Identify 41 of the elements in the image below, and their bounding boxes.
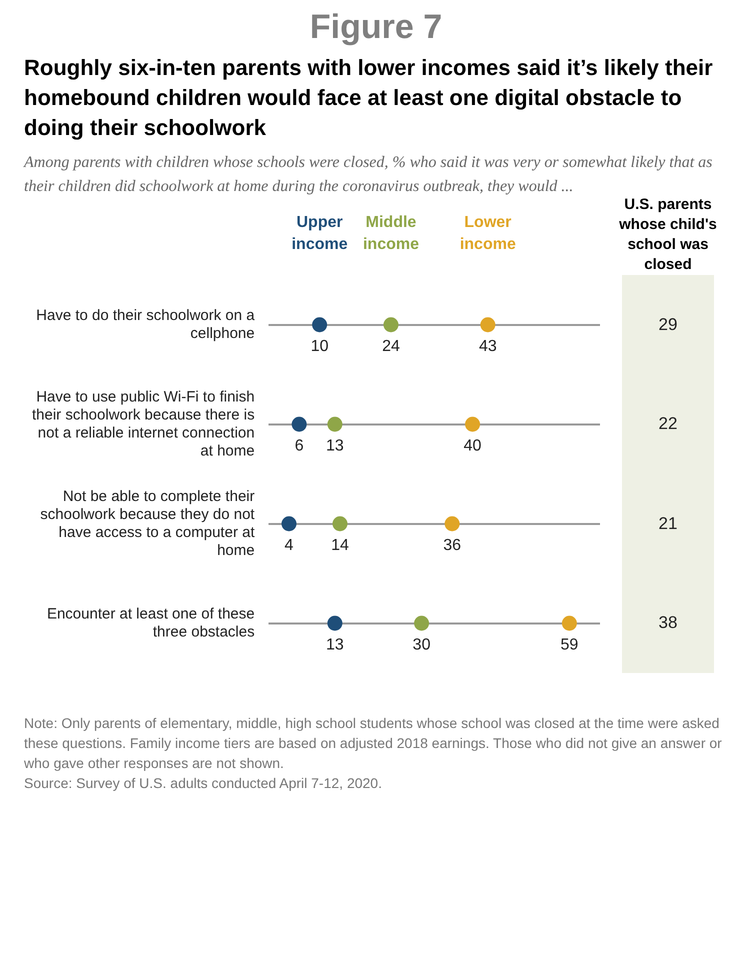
text: Upper income: [292, 214, 348, 253]
point: [292, 416, 307, 432]
data-label: 43: [478, 338, 497, 356]
data-label: 13: [326, 636, 344, 654]
source-note: Source: Survey of U.S. adults conducted April 7-12, 2020.: [24, 774, 383, 793]
chart-title: Roughly six-in-ten parents with lower incomes said it’s likely their homebound children would face at least one digital obstacle to doing their schoolwork: [24, 54, 714, 142]
data-label: 59: [560, 636, 578, 654]
y-tick-label: Have to do their schoolwork on a cellphone: [36, 306, 256, 342]
data-label: 38: [658, 613, 678, 634]
y-tick-label: Have to use public Wi-Fi to finish their schoolwork because there is not a reliable internet connection at home: [32, 388, 255, 460]
data-label: 10: [310, 338, 329, 356]
data-label: 6: [294, 438, 304, 455]
point: [327, 416, 342, 432]
text: Middle income: [362, 214, 420, 253]
data-label: 4: [284, 537, 294, 554]
text: Note: Only parents of elementary, middle, high school students whose school was closed at the time were asked these questions. Family income tiers are based on adjusted 2018 earnings. Those who did not give an answer or who gave other responses are not shown.: [24, 714, 723, 773]
point: [327, 616, 342, 631]
point: [312, 317, 328, 332]
point: [480, 317, 496, 332]
point: [562, 616, 577, 631]
data-label: 40: [464, 438, 482, 455]
text: U.S. parents whose child's school was closed: [618, 195, 718, 275]
point: [444, 516, 460, 532]
data-label: 13: [326, 438, 344, 455]
point: [332, 516, 348, 532]
point: [414, 616, 430, 631]
data-label: 22: [658, 414, 678, 434]
data-label: 24: [382, 338, 400, 356]
data-label: 14: [331, 537, 349, 554]
point: [282, 516, 297, 532]
y-tick-label: Encounter at least one of these three obstacles: [46, 605, 255, 640]
text: Lower income: [460, 214, 516, 253]
data-label: 21: [658, 514, 678, 534]
data-label: 36: [443, 537, 462, 554]
data-label: 30: [412, 636, 431, 654]
y-tick-label: Not be able to complete their schoolwork because they do not have access to a computer at home: [40, 488, 256, 559]
point: [383, 317, 398, 332]
data-label: 29: [658, 314, 678, 335]
point: [465, 416, 480, 432]
chart-subtitle: Among parents with children whose schools were closed, % who said it was very or somewhat likely that as their children did schoolwork at home during the coronavirus outbreak, they would ...: [24, 154, 712, 195]
caption: Figure 7: [308, 8, 444, 47]
